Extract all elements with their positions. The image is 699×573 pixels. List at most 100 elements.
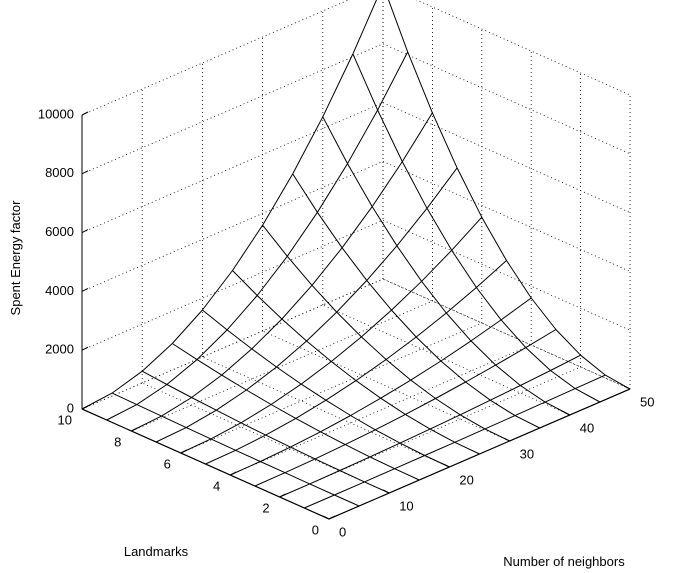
surface-mesh-line-y bbox=[155, 427, 187, 443]
surface-mesh-line-y bbox=[435, 381, 466, 399]
surface-mesh-line-y bbox=[232, 224, 264, 271]
surface-mesh-line-y bbox=[276, 340, 307, 368]
surface-mesh-line-x bbox=[226, 329, 253, 350]
surface-mesh-line-y bbox=[246, 366, 277, 391]
surface-mesh-line-x bbox=[185, 427, 212, 440]
surface-mesh-line-y bbox=[339, 456, 371, 471]
surface-mesh-line-y bbox=[334, 481, 365, 496]
surface-mesh-line-y bbox=[166, 359, 198, 385]
surface-mesh-line-x bbox=[295, 417, 321, 433]
surface-mesh-line-x bbox=[459, 414, 486, 430]
surface-mesh-line-y bbox=[311, 247, 343, 286]
surface-mesh-line-x bbox=[426, 208, 453, 251]
surface-mesh-line-y bbox=[525, 329, 557, 349]
surface-mesh-line-x bbox=[270, 404, 297, 419]
surface-mesh-line-y bbox=[358, 492, 390, 507]
surface-mesh-line-y bbox=[520, 370, 551, 386]
surface-mesh-line-x bbox=[495, 364, 521, 386]
surface-mesh-line-x bbox=[506, 260, 532, 299]
surface-mesh-line-x bbox=[232, 270, 258, 296]
surface-mesh-line-y bbox=[500, 297, 532, 321]
surface-mesh-line-y bbox=[440, 340, 472, 362]
x-tick-label: 30 bbox=[520, 446, 534, 461]
surface-mesh-line-x bbox=[391, 309, 417, 338]
surface-mesh-line-x bbox=[500, 319, 527, 348]
surface-mesh-line-x bbox=[375, 429, 401, 444]
surface-mesh-line-y bbox=[385, 336, 417, 360]
surface-mesh-line-x bbox=[525, 347, 551, 371]
surface-mesh-line-y bbox=[136, 384, 168, 406]
surface-mesh-line-y bbox=[344, 429, 376, 446]
surface-mesh-line-x bbox=[454, 441, 480, 455]
surface-mesh-line-y bbox=[429, 414, 461, 430]
surface-mesh-line-x bbox=[429, 428, 456, 443]
surface-mesh-line-y bbox=[325, 380, 357, 401]
surface-mesh-line-x bbox=[555, 329, 581, 356]
surface-mesh-line-y bbox=[284, 458, 316, 474]
surface-mesh-line-y bbox=[514, 401, 546, 417]
surface-mesh-line-y bbox=[191, 374, 222, 398]
surface-mesh-line-y bbox=[260, 446, 291, 462]
surface-mesh-line-x bbox=[371, 206, 398, 247]
surface-mesh-line-y bbox=[599, 388, 631, 403]
x-axis-label: Number of neighbors bbox=[503, 554, 625, 569]
grid-line-z-back-right bbox=[415, 0, 631, 96]
z-tick-mark bbox=[81, 287, 89, 292]
surface-mesh-line-x bbox=[141, 370, 168, 385]
x-tick-mark bbox=[322, 515, 330, 520]
surface-mesh-line-x bbox=[240, 422, 266, 436]
surface-mesh-line-x bbox=[309, 483, 335, 496]
surface-mesh-line-x bbox=[339, 470, 365, 483]
surface-mesh-line-x bbox=[292, 173, 318, 213]
surface-mesh-line-x bbox=[300, 383, 327, 401]
surface-mesh-line-x bbox=[111, 392, 138, 406]
surface-mesh-line-x bbox=[205, 463, 231, 476]
surface-mesh-line-x bbox=[520, 385, 546, 403]
surface-mesh-line-x bbox=[355, 380, 381, 399]
z-tick-label: 0 bbox=[67, 400, 74, 415]
z-tick-mark bbox=[81, 111, 89, 116]
surface-mesh-line-y bbox=[196, 329, 228, 360]
surface-mesh-line-y bbox=[364, 468, 395, 483]
surface-mesh-line-y bbox=[336, 280, 368, 313]
surface-mesh-line-x bbox=[476, 287, 502, 321]
surface-mesh-line-x bbox=[235, 449, 261, 462]
surface-mesh-line-y bbox=[290, 431, 321, 448]
surface-mesh-line-x bbox=[470, 340, 497, 366]
surface-mesh-line-x bbox=[131, 430, 157, 443]
surface-mesh-line-y bbox=[459, 399, 491, 416]
surface-mesh-line-y bbox=[309, 470, 341, 485]
x-tick-label: 20 bbox=[459, 472, 473, 487]
surface-mesh-line-y bbox=[251, 318, 283, 350]
surface-mesh-line-y bbox=[396, 207, 428, 247]
y-tick-label: 0 bbox=[312, 522, 319, 537]
grid-line-z-back-left bbox=[81, 219, 384, 351]
surface-mesh-line-y bbox=[550, 354, 581, 371]
surface-mesh-line-y bbox=[476, 260, 507, 288]
z-tick-mark bbox=[81, 170, 89, 175]
y-tick-mark bbox=[279, 493, 286, 498]
surface-mesh-line-x bbox=[530, 297, 557, 330]
z-tick-label: 6000 bbox=[45, 224, 74, 239]
surface-mesh-line-x bbox=[456, 167, 483, 218]
surface-mesh-line-y bbox=[226, 295, 258, 331]
grid-line-z-back-right bbox=[382, 43, 631, 155]
surface-mesh-line-y bbox=[490, 385, 521, 401]
surface-mesh-line-x bbox=[279, 496, 305, 509]
surface-mesh-line-x bbox=[251, 348, 277, 368]
surface-mesh-line-y bbox=[419, 466, 450, 481]
surface-mesh-line-y bbox=[399, 428, 431, 444]
surface-mesh-line-x bbox=[401, 161, 428, 209]
surface-mesh-line-y bbox=[509, 427, 540, 442]
grid-line-z-back-left bbox=[81, 161, 384, 292]
surface-mesh-line-y bbox=[451, 216, 483, 251]
x-tick-label: 40 bbox=[580, 420, 594, 435]
y-tick-label: 2 bbox=[262, 500, 269, 515]
grid-line-x-floor bbox=[322, 304, 570, 416]
surface-mesh-line-y bbox=[330, 336, 362, 362]
z-axis-label: Spent Energy factor bbox=[8, 200, 23, 316]
surface-mesh-line-x bbox=[180, 452, 206, 465]
surface-mesh-line-y bbox=[574, 374, 606, 390]
